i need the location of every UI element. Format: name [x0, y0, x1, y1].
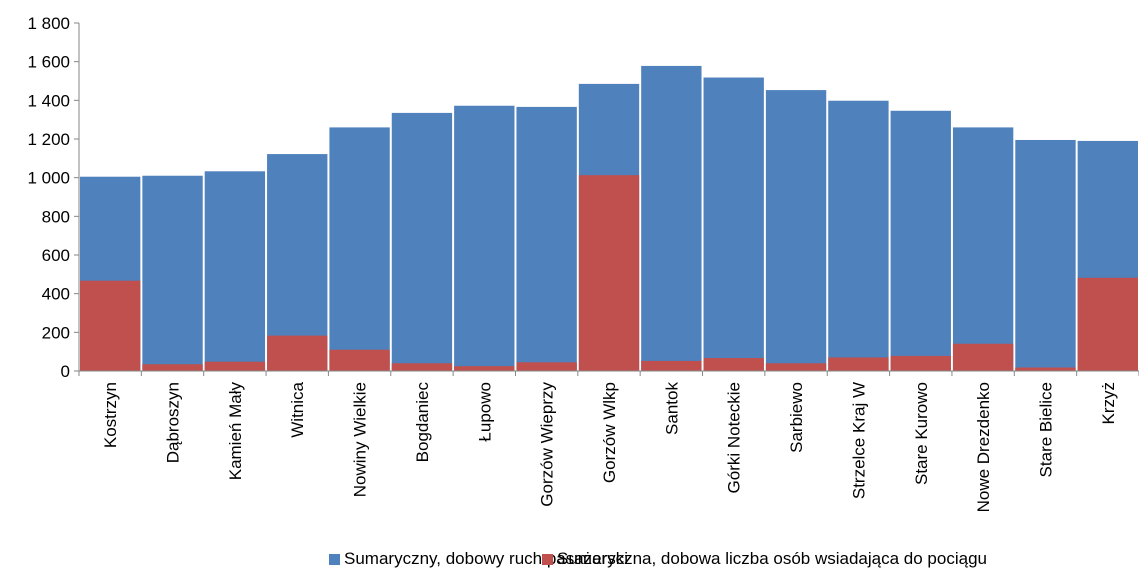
legend-swatch-boarding — [542, 553, 553, 565]
bar-total — [890, 110, 951, 372]
bar-boarding — [765, 363, 827, 371]
bar-boarding — [578, 175, 640, 371]
chart: 0 200 400 600 800 1 000 1 200 1 400 1 600 1 800 K… — [27, 14, 1139, 512]
bar-total — [1015, 139, 1076, 371]
legend-label-boarding: Sumaryczna, dobowa liczba osób wsiadając… — [557, 549, 987, 568]
bar-boarding — [1077, 277, 1138, 371]
x-category-label: Witnica — [288, 381, 307, 437]
bar-boarding — [828, 357, 889, 371]
y-tick-label: 200 — [42, 323, 70, 342]
series-boarding-bars — [80, 175, 1138, 371]
y-tick-label: 800 — [42, 207, 70, 226]
x-category-label: Stare Kurowo — [912, 382, 931, 485]
x-category-label: Łupowo — [475, 382, 494, 442]
x-category-label: Kostrzyn — [101, 382, 120, 448]
bar-boarding — [516, 362, 577, 371]
y-tick-label: 600 — [42, 246, 70, 265]
bar-total — [641, 65, 702, 372]
y-tick-label: 1 200 — [27, 130, 70, 149]
legend-item-total: Sumaryczny, dobowy ruch pasażerski — [329, 549, 628, 569]
bar-total — [765, 90, 827, 371]
x-category-label: Strzelce Kraj W — [849, 382, 868, 499]
bar-boarding — [267, 335, 328, 371]
y-tick-label: 1 000 — [27, 169, 70, 188]
x-category-label: Santok — [662, 382, 681, 435]
x-category-label: Sarbiewo — [787, 382, 806, 453]
x-axis: Kostrzyn Dąbroszyn Kamień Mały Witnica Nowin… — [78, 370, 1139, 512]
bar-total — [329, 127, 390, 372]
y-tick-label: 400 — [42, 285, 70, 304]
bar-boarding — [142, 364, 203, 371]
bar-boarding — [80, 280, 141, 371]
x-category-label: Górki Noteckie — [725, 382, 744, 493]
y-tick-label: 1 800 — [27, 14, 70, 33]
bar-boarding — [890, 355, 951, 371]
bar-boarding — [952, 343, 1014, 371]
legend-swatch-total — [329, 553, 340, 565]
x-category-label: Stare Bielice — [1036, 382, 1055, 477]
bar-total — [204, 171, 266, 371]
bar-total — [267, 154, 328, 371]
x-category-label: Bogdaniec — [413, 382, 432, 463]
x-category-label: Nowe Drezdenko — [974, 382, 993, 512]
bar-total — [454, 105, 515, 371]
bar-boarding — [641, 360, 702, 371]
bar-boarding — [454, 366, 515, 371]
bar-boarding — [329, 349, 390, 371]
bar-total — [142, 175, 203, 371]
legend-item-boarding: Sumaryczna, dobowa liczba osób wsiadając… — [542, 549, 987, 569]
bar-boarding — [703, 358, 764, 371]
x-category-label: Gorzów Wlkp — [600, 382, 619, 483]
y-tick-label: 1 600 — [27, 53, 70, 72]
x-category-label: Krzyż — [1099, 382, 1118, 425]
bar-total — [703, 77, 764, 372]
bar-boarding — [204, 361, 266, 371]
legend: Sumaryczny, dobowy ruch pasażerski Sumar… — [0, 549, 1139, 573]
bar-total — [828, 100, 889, 371]
y-axis: 0 200 400 600 800 1 000 1 200 1 400 1 600 1 800 — [27, 14, 80, 381]
x-category-label: Nowiny Wielkie — [351, 382, 370, 497]
x-category-label: Kamień Mały — [226, 382, 245, 481]
bar-boarding — [391, 363, 453, 371]
x-category-label: Dąbroszyn — [164, 382, 183, 463]
bar-total — [391, 112, 453, 372]
y-tick-label: 0 — [61, 362, 70, 381]
bar-total — [952, 127, 1014, 372]
legend-label-total: Sumaryczny, dobowy ruch pasażerski — [344, 549, 629, 568]
bar-boarding — [1015, 367, 1076, 371]
y-tick-label: 1 400 — [27, 91, 70, 110]
x-category-label: Gorzów Wieprzy — [538, 382, 557, 507]
bar-total — [516, 106, 577, 371]
